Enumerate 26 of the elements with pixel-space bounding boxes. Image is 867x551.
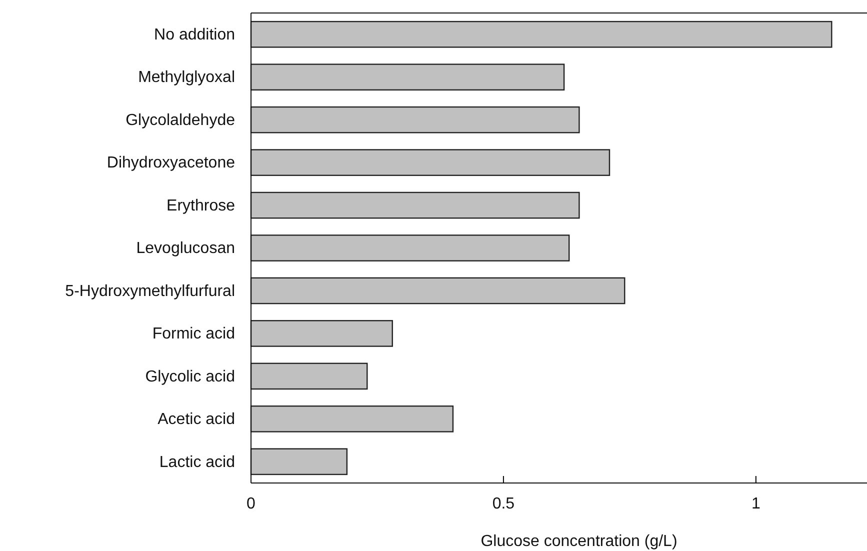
bar [250,320,393,347]
y-tick-label: Methylglyoxal [138,69,235,86]
bar [250,234,570,262]
y-tick-label: Glycolic acid [145,368,235,386]
x-tick-label: 0.5 [492,495,515,512]
bar [250,405,454,432]
x-axis-title: Glucose concentration (g/L) [480,533,678,550]
x-tick-label: 1 [751,495,760,512]
y-tick-label: No addition [154,26,235,44]
y-tick-label: 5-Hydroxymethylfurfural [65,282,235,300]
bar [250,64,565,91]
y-tick-label: Dihydroxyacetone [106,154,236,172]
bar [250,277,626,304]
y-tick-label: Erythrose [166,197,236,214]
y-tick-label: Formic acid [152,326,235,343]
bar [250,20,832,48]
bar [250,448,348,476]
y-tick-label: Acetic acid [158,411,235,428]
y-tick-label: Lactic acid [159,454,235,471]
bar [250,362,368,390]
bar [250,192,580,219]
y-tick-label: Levoglucosan [136,240,235,258]
bar [250,106,580,134]
y-tick-label: Glycolaldehyde [126,112,236,129]
bar [250,149,610,176]
x-tick-label: 0 [246,495,256,512]
